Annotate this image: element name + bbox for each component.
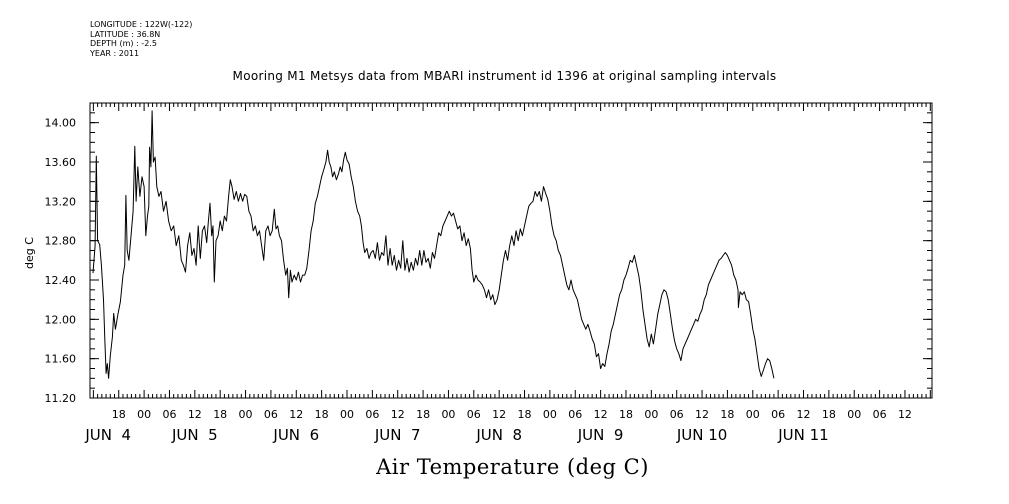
x-tick-label: 00: [441, 408, 455, 421]
x-axis-label: Air Temperature (deg C): [376, 455, 649, 479]
x-tick-label: 06: [873, 408, 887, 421]
x-tick-label: 06: [162, 408, 176, 421]
y-tick-label: 12.00: [45, 313, 77, 326]
x-tick-label: 00: [847, 408, 861, 421]
date-label: JUN 11: [777, 426, 828, 444]
x-tick-label: 00: [239, 408, 253, 421]
y-axis-label: deg C: [23, 237, 36, 269]
x-tick-label: 18: [619, 408, 633, 421]
x-tick-label: 06: [365, 408, 379, 421]
series-group: [92, 110, 775, 379]
x-tick-label: 00: [746, 408, 760, 421]
y-tick-label: 12.80: [45, 235, 77, 248]
x-tick-label: 12: [797, 408, 811, 421]
x-tick-label: 00: [644, 408, 658, 421]
x-tick-label: 06: [467, 408, 481, 421]
x-tick-label: 06: [264, 408, 278, 421]
x-tick-label: 12: [695, 408, 709, 421]
x-tick-label: 00: [137, 408, 151, 421]
date-label: JUN 4: [84, 426, 131, 444]
x-tick-label: 12: [898, 408, 912, 421]
chart-axes: [89, 102, 933, 399]
axis-tick-labels: 11.20 11.60 12.00 12.40 12.80 13.20 13.60 14.00…: [45, 117, 912, 444]
x-tick-label: 18: [720, 408, 734, 421]
date-label: JUN 9: [577, 426, 624, 444]
date-label: JUN 6: [272, 426, 319, 444]
x-tick-label: 00: [543, 408, 557, 421]
longitude-label: LONGITUDE : 122W(-122): [90, 20, 193, 29]
x-tick-label: 06: [568, 408, 582, 421]
year-label: YEAR : 2011: [90, 48, 140, 58]
x-tick-label: 12: [289, 408, 303, 421]
y-tick-label: 12.40: [45, 274, 77, 287]
date-label: JUN 7: [374, 426, 421, 444]
x-tick-label: 12: [391, 408, 405, 421]
chart-title: Mooring M1 Metsys data from MBARI instru…: [232, 69, 777, 83]
x-tick-label: 18: [315, 408, 329, 421]
x-tick-label: 12: [594, 408, 608, 421]
station-metadata: LONGITUDE : 122W(-122) LATITUDE : 36.8N …: [90, 20, 192, 58]
y-tick-label: 14.00: [45, 117, 77, 130]
y-tick-label: 13.20: [45, 195, 77, 208]
date-label: JUN 10: [676, 426, 727, 444]
x-tick-label: 12: [188, 408, 202, 421]
y-tick-label: 13.60: [45, 156, 77, 169]
date-label: JUN 8: [475, 426, 522, 444]
x-tick-label: 18: [416, 408, 430, 421]
series-line-air-temperature: [92, 110, 775, 379]
x-tick-label: 18: [822, 408, 836, 421]
x-tick-label: 18: [213, 408, 227, 421]
x-tick-label: 00: [340, 408, 354, 421]
y-tick-label: 11.60: [45, 353, 77, 366]
x-tick-label: 06: [771, 408, 785, 421]
y-tick-label: 11.20: [45, 392, 77, 405]
x-tick-label: 12: [492, 408, 506, 421]
x-tick-label: 06: [670, 408, 684, 421]
plot-frame: [89, 102, 933, 399]
x-tick-label: 18: [112, 408, 126, 421]
axis-ticks: [90, 102, 932, 399]
date-label: JUN 5: [171, 426, 218, 444]
depth-label: DEPTH (m) : -2.5: [90, 39, 157, 48]
x-tick-label: 18: [518, 408, 532, 421]
latitude-label: LATITUDE : 36.8N: [90, 29, 161, 39]
